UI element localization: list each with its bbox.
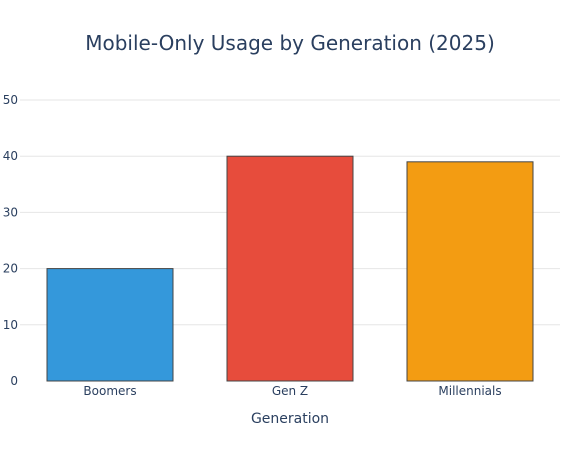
x-axis-title: Generation <box>251 411 329 427</box>
bar-gen-z[interactable] <box>226 155 354 382</box>
x-axis-ticks: Boomers Gen Z Millennials <box>83 384 501 398</box>
x-tick-label: Boomers <box>83 384 136 398</box>
chart-title: Mobile-Only Usage by Generation (2025) <box>85 31 495 55</box>
y-tick-label: 10 <box>3 318 18 332</box>
y-tick-label: 20 <box>3 262 18 276</box>
bar-boomers[interactable] <box>46 268 174 382</box>
x-tick-label: Gen Z <box>272 384 308 398</box>
y-tick-label: 50 <box>3 93 18 107</box>
y-tick-label: 0 <box>10 374 18 388</box>
bars <box>46 155 534 382</box>
y-tick-label: 40 <box>3 149 18 163</box>
x-tick-label: Millennials <box>438 384 501 398</box>
y-axis-ticks: 0 10 20 30 40 50 <box>3 93 18 388</box>
bar-millennials[interactable] <box>406 161 534 382</box>
y-tick-label: 30 <box>3 205 18 219</box>
